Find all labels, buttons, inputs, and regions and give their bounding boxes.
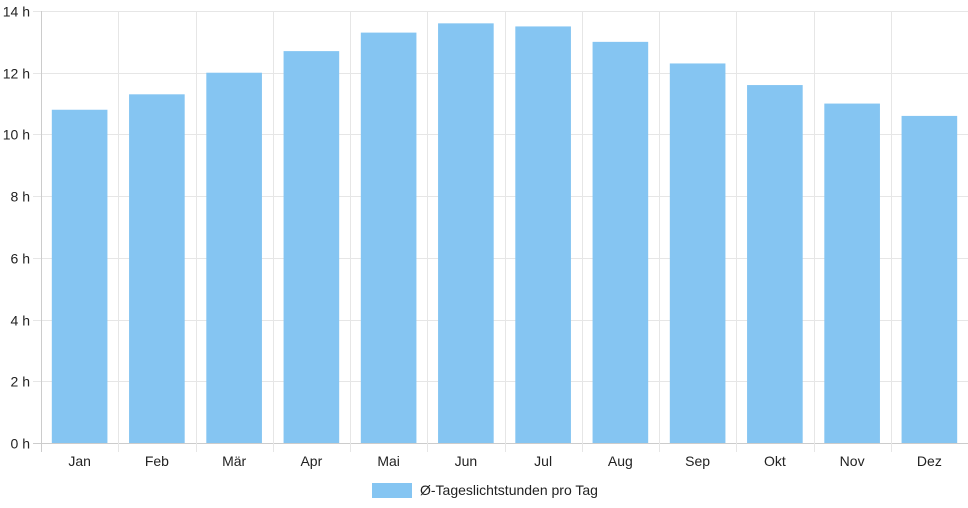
grid-lines [33, 11, 968, 452]
legend[interactable]: Ø-Tageslichtstunden pro Tag [372, 482, 598, 498]
x-tick-label: Jan [68, 453, 91, 469]
x-tick-label: Nov [840, 453, 865, 469]
y-tick-label: 14 h [3, 4, 30, 20]
y-tick-label: 8 h [11, 189, 30, 205]
bars [51, 23, 958, 444]
x-tick-label: Dez [917, 453, 942, 469]
y-tick-label: 4 h [11, 313, 30, 329]
bar-sep[interactable] [669, 63, 726, 443]
x-tick-label: Feb [145, 453, 169, 469]
x-tick-label: Sep [685, 453, 710, 469]
bar-aug[interactable] [592, 41, 649, 443]
bar-jun[interactable] [438, 23, 494, 443]
x-tick-label: Jun [455, 453, 478, 469]
bar-dez[interactable] [901, 115, 958, 444]
legend-swatch [372, 483, 412, 498]
axes: 0 h 2 h 4 h 6 h 8 h 10 h 12 h 14 h Jan Feb Mär Apr M… [3, 4, 942, 470]
x-tick-label: Aug [608, 453, 633, 469]
bar-feb[interactable] [129, 94, 185, 444]
legend-label: Ø-Tageslichtstunden pro Tag [420, 482, 598, 498]
y-tick-label: 12 h [3, 66, 30, 82]
x-tick-label: Jul [534, 453, 552, 469]
bar-okt[interactable] [747, 85, 803, 444]
x-tick-label: Mär [222, 453, 246, 469]
x-tick-label: Okt [764, 453, 786, 469]
x-tick-label: Apr [300, 453, 322, 469]
bar-mär[interactable] [206, 72, 262, 443]
bar-mai[interactable] [360, 32, 417, 443]
x-tick-label: Mai [377, 453, 400, 469]
y-tick-label: 2 h [11, 374, 30, 390]
y-tick-label: 10 h [3, 127, 30, 143]
bar-jul[interactable] [515, 26, 571, 444]
y-tick-label: 0 h [11, 436, 30, 452]
y-tick-label: 6 h [11, 251, 30, 267]
bar-apr[interactable] [283, 51, 340, 443]
bar-nov[interactable] [824, 103, 880, 444]
bar-jan[interactable] [51, 109, 108, 443]
